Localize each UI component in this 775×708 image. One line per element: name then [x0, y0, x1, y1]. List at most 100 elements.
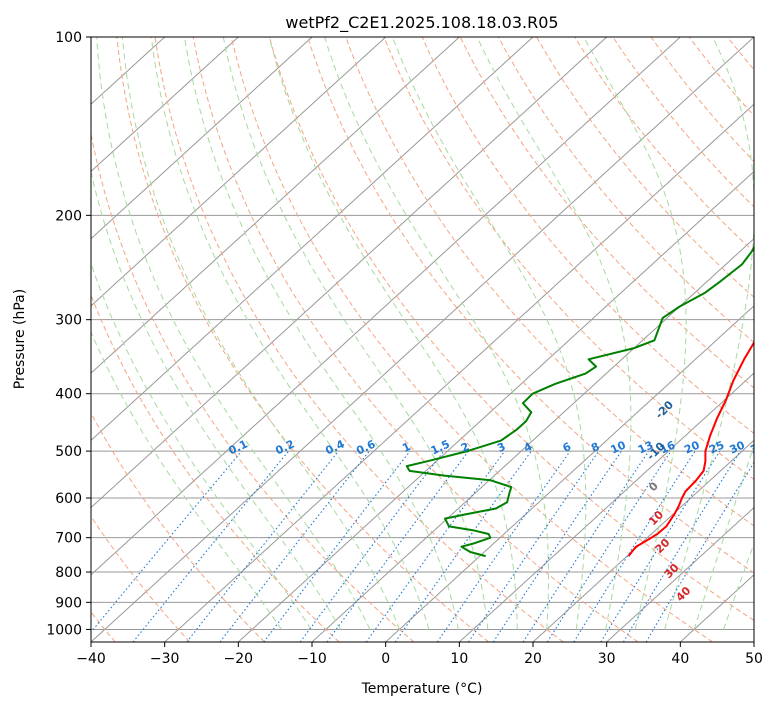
isotherm-line	[91, 37, 608, 509]
dry-adiabat-line	[766, 37, 775, 642]
mixing-ratio-line	[326, 450, 469, 642]
x-tick-label: −10	[297, 651, 327, 667]
moist-adiabat-line	[96, 37, 371, 630]
moist-adiabat-line	[723, 542, 754, 630]
isotherm-line	[91, 37, 239, 173]
y-tick-label: 300	[55, 313, 82, 329]
moist-adiabat-line	[583, 37, 687, 630]
isotherm-line	[91, 37, 387, 307]
mixing-ratio-line	[546, 450, 672, 642]
dry-adiabat-line	[650, 37, 754, 163]
dry-adiabat-line	[307, 37, 754, 574]
dry-adiabat-line	[421, 37, 754, 435]
dry-adiabat-line	[345, 37, 754, 527]
dry-adiabat-line	[383, 37, 754, 481]
isotherm-line	[679, 574, 754, 642]
y-tick-label: 200	[55, 208, 82, 224]
dry-adiabat-line	[192, 37, 639, 642]
mixing-ratio-label: 3	[495, 440, 507, 455]
y-tick-label: 700	[55, 531, 82, 547]
dry-adiabat-line	[688, 37, 754, 117]
moist-adiabat-line	[693, 443, 754, 630]
adiabat-label: 0	[646, 479, 661, 494]
x-tick-label: −20	[224, 651, 254, 667]
isotherm-line	[91, 37, 534, 442]
mixing-ratio-line	[436, 450, 571, 642]
mixing-ratio-line	[394, 450, 532, 642]
y-tick-label: 1000	[46, 622, 82, 638]
isotherm-line	[532, 439, 754, 642]
mixing-ratio-label: 6	[561, 440, 574, 455]
moist-adiabat-line	[391, 37, 587, 630]
x-tick-label: −30	[150, 651, 180, 667]
y-tick-label: 900	[55, 595, 82, 611]
moist-adiabat-line	[91, 330, 282, 630]
dry-adiabat-line	[154, 37, 564, 642]
isotherm-line	[237, 170, 754, 642]
y-tick-label: 800	[55, 565, 82, 581]
mixing-ratio-line	[91, 450, 243, 633]
adiabat-label: 10	[646, 508, 666, 528]
chart-title: wetPf2_C2E1.2025.108.18.03.R05	[285, 13, 558, 33]
mixing-ratio-label: 13	[636, 438, 655, 456]
moist-adiabat-line	[184, 37, 459, 630]
dry-adiabat-line	[497, 37, 754, 344]
y-tick-label: 400	[55, 387, 82, 403]
mixing-ratio-label: 16	[658, 438, 678, 456]
dry-adiabat-line	[269, 37, 754, 622]
temperature-profile-line	[627, 340, 754, 557]
mixing-ratio-line	[299, 450, 445, 642]
x-tick-label: 40	[671, 651, 689, 667]
mixing-ratio-line	[468, 450, 600, 642]
mixing-ratio-label: 8	[589, 440, 601, 455]
isotherm-line	[91, 37, 460, 374]
moist-adiabat-line	[121, 37, 400, 630]
x-tick-label: 30	[598, 651, 616, 667]
dry-adiabat-line	[91, 515, 191, 642]
adiabat-label: -20	[653, 398, 676, 421]
isotherm-line	[753, 641, 754, 642]
mixing-ratio-label: 36	[748, 438, 768, 456]
moist-adiabat-line	[476, 37, 632, 630]
x-tick-label: 20	[524, 651, 542, 667]
x-tick-label: 50	[745, 651, 763, 667]
dry-adiabat-line	[230, 37, 713, 642]
isotherm-line	[458, 372, 754, 642]
mixing-ratio-label: 30	[728, 438, 748, 456]
moist-adiabat-line	[324, 37, 549, 630]
mixing-ratio-label: 1.5	[429, 438, 452, 458]
isotherm-line	[91, 37, 313, 240]
moist-adiabat-line	[664, 37, 754, 630]
isotherm-line	[385, 305, 754, 642]
x-tick-label: −40	[76, 651, 106, 667]
y-tick-label: 100	[55, 30, 82, 46]
moist-adiabat-line	[91, 262, 312, 630]
dry-adiabat-line	[536, 37, 754, 298]
dry-adiabat-line	[91, 131, 415, 642]
dewpoint-profile-line	[405, 245, 754, 558]
mixing-ratio-line	[622, 450, 741, 642]
mixing-ratio-label: 25	[707, 438, 726, 456]
mixing-ratio-label: 20	[682, 438, 702, 456]
mixing-ratio-line	[263, 450, 411, 642]
mixing-ratio-line	[186, 450, 340, 642]
mixing-ratio-line	[573, 450, 696, 642]
moist-adiabat-line	[150, 37, 430, 630]
mixing-ratio-label: 0.1	[227, 438, 250, 458]
mixing-ratio-line	[365, 450, 506, 642]
y-tick-label: 500	[55, 444, 82, 460]
isotherm-line	[164, 103, 754, 642]
y-axis-label: Pressure (hPa)	[12, 289, 28, 389]
x-tick-label: 10	[450, 651, 468, 667]
mixing-ratio-label: 10	[609, 438, 629, 456]
dry-adiabat-line	[116, 37, 489, 642]
x-tick-label: 0	[381, 651, 390, 667]
mixing-ratio-line	[522, 450, 650, 642]
dry-adiabat-line	[574, 37, 754, 253]
mixing-ratio-label: 0.2	[273, 438, 296, 458]
mixing-ratio-line	[132, 450, 290, 642]
mixing-ratio-line	[492, 450, 622, 642]
plot-frame	[90, 36, 755, 643]
dry-adiabat-line	[91, 412, 265, 642]
